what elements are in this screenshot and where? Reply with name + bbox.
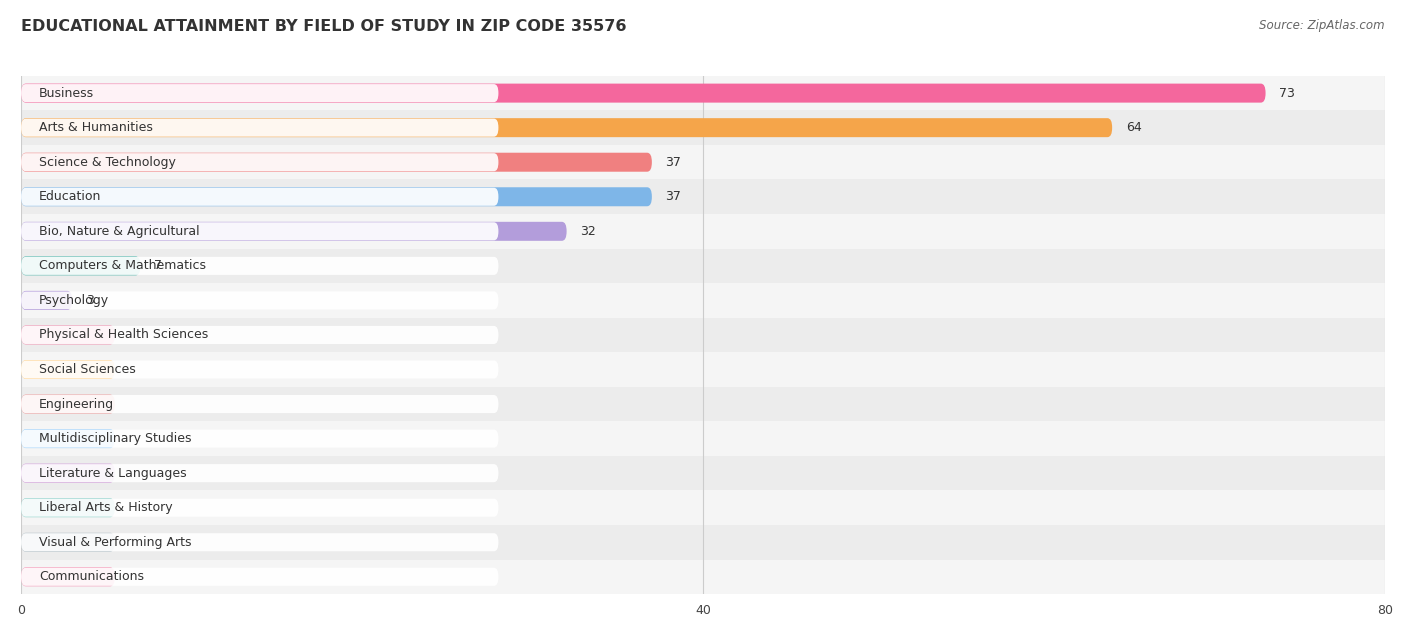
- Text: Education: Education: [39, 190, 101, 204]
- Text: Social Sciences: Social Sciences: [39, 363, 136, 376]
- FancyBboxPatch shape: [21, 153, 499, 171]
- FancyBboxPatch shape: [21, 84, 499, 102]
- FancyBboxPatch shape: [21, 499, 499, 517]
- Text: EDUCATIONAL ATTAINMENT BY FIELD OF STUDY IN ZIP CODE 35576: EDUCATIONAL ATTAINMENT BY FIELD OF STUDY…: [21, 19, 627, 34]
- Text: 37: 37: [665, 190, 682, 204]
- Text: 3: 3: [86, 294, 94, 307]
- Text: 7: 7: [155, 259, 162, 272]
- FancyBboxPatch shape: [21, 429, 115, 448]
- Bar: [21, 525, 1385, 559]
- FancyBboxPatch shape: [21, 83, 1265, 102]
- Bar: [21, 387, 1385, 422]
- FancyBboxPatch shape: [21, 119, 499, 137]
- FancyBboxPatch shape: [21, 257, 499, 275]
- Text: Physical & Health Sciences: Physical & Health Sciences: [39, 329, 208, 341]
- Text: 32: 32: [581, 225, 596, 238]
- FancyBboxPatch shape: [21, 118, 1112, 137]
- Bar: [21, 456, 1385, 490]
- FancyBboxPatch shape: [21, 395, 499, 413]
- Bar: [21, 318, 1385, 352]
- Text: Liberal Arts & History: Liberal Arts & History: [39, 501, 173, 514]
- Text: Arts & Humanities: Arts & Humanities: [39, 121, 153, 134]
- FancyBboxPatch shape: [21, 291, 499, 310]
- Text: Communications: Communications: [39, 570, 145, 583]
- FancyBboxPatch shape: [21, 257, 141, 276]
- Text: Source: ZipAtlas.com: Source: ZipAtlas.com: [1260, 19, 1385, 32]
- Text: 73: 73: [1279, 87, 1295, 100]
- Text: Multidisciplinary Studies: Multidisciplinary Studies: [39, 432, 191, 445]
- Bar: [21, 490, 1385, 525]
- Text: Engineering: Engineering: [39, 398, 114, 411]
- Text: Science & Technology: Science & Technology: [39, 155, 176, 169]
- FancyBboxPatch shape: [21, 464, 499, 482]
- FancyBboxPatch shape: [21, 222, 567, 241]
- Text: Literature & Languages: Literature & Languages: [39, 466, 187, 480]
- FancyBboxPatch shape: [21, 394, 115, 413]
- Bar: [21, 76, 1385, 111]
- FancyBboxPatch shape: [21, 430, 499, 447]
- Text: Computers & Mathematics: Computers & Mathematics: [39, 259, 207, 272]
- Text: 64: 64: [1126, 121, 1142, 134]
- FancyBboxPatch shape: [21, 153, 652, 172]
- FancyBboxPatch shape: [21, 568, 115, 586]
- FancyBboxPatch shape: [21, 222, 499, 240]
- Bar: [21, 145, 1385, 179]
- Bar: [21, 559, 1385, 594]
- FancyBboxPatch shape: [21, 498, 115, 517]
- Bar: [21, 179, 1385, 214]
- FancyBboxPatch shape: [21, 568, 499, 586]
- FancyBboxPatch shape: [21, 187, 652, 206]
- Bar: [21, 352, 1385, 387]
- FancyBboxPatch shape: [21, 360, 115, 379]
- FancyBboxPatch shape: [21, 325, 115, 344]
- FancyBboxPatch shape: [21, 533, 499, 551]
- Bar: [21, 214, 1385, 248]
- Text: Visual & Performing Arts: Visual & Performing Arts: [39, 536, 191, 549]
- Bar: [21, 422, 1385, 456]
- FancyBboxPatch shape: [21, 326, 499, 344]
- Text: Business: Business: [39, 87, 94, 100]
- Bar: [21, 283, 1385, 318]
- Text: Bio, Nature & Agricultural: Bio, Nature & Agricultural: [39, 225, 200, 238]
- Text: Psychology: Psychology: [39, 294, 110, 307]
- FancyBboxPatch shape: [21, 188, 499, 206]
- Bar: [21, 248, 1385, 283]
- FancyBboxPatch shape: [21, 533, 115, 552]
- Bar: [21, 111, 1385, 145]
- Text: 37: 37: [665, 155, 682, 169]
- FancyBboxPatch shape: [21, 464, 115, 483]
- FancyBboxPatch shape: [21, 291, 72, 310]
- FancyBboxPatch shape: [21, 360, 499, 379]
